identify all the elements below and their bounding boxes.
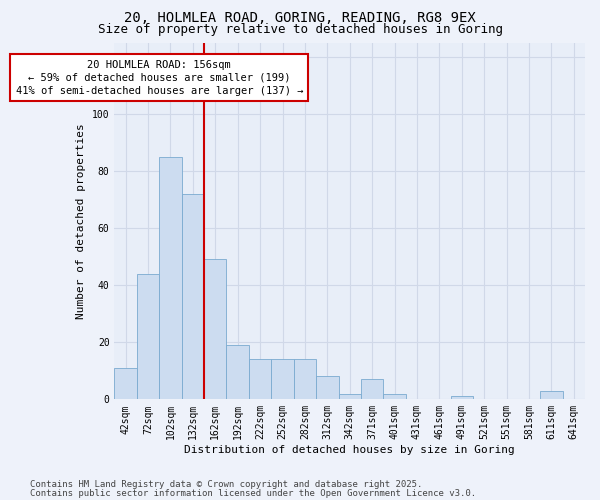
Bar (540, 391, 563, 400)
Text: Contains HM Land Registry data © Crown copyright and database right 2025.: Contains HM Land Registry data © Crown c… (30, 480, 422, 489)
Text: Contains public sector information licensed under the Open Government Licence v3: Contains public sector information licen… (30, 488, 476, 498)
X-axis label: Distribution of detached houses by size in Goring: Distribution of detached houses by size … (184, 445, 515, 455)
Bar (451, 396, 473, 400)
Bar (249, 360, 271, 400)
Bar (361, 380, 383, 400)
Bar (316, 376, 338, 400)
Bar (338, 394, 361, 400)
Bar (204, 260, 226, 400)
Bar (226, 345, 249, 400)
Text: Size of property relative to detached houses in Goring: Size of property relative to detached ho… (97, 22, 503, 36)
Bar (383, 394, 406, 400)
Text: 20, HOLMLEA ROAD, GORING, READING, RG8 9EX: 20, HOLMLEA ROAD, GORING, READING, RG8 9… (124, 11, 476, 25)
Bar (182, 194, 204, 400)
Text: 20 HOLMLEA ROAD: 156sqm
← 59% of detached houses are smaller (199)
41% of semi-d: 20 HOLMLEA ROAD: 156sqm ← 59% of detache… (16, 60, 303, 96)
Bar (271, 360, 294, 400)
Bar (159, 156, 182, 400)
Bar (294, 360, 316, 400)
Bar (137, 274, 159, 400)
Bar (115, 368, 137, 400)
Y-axis label: Number of detached properties: Number of detached properties (76, 123, 86, 319)
